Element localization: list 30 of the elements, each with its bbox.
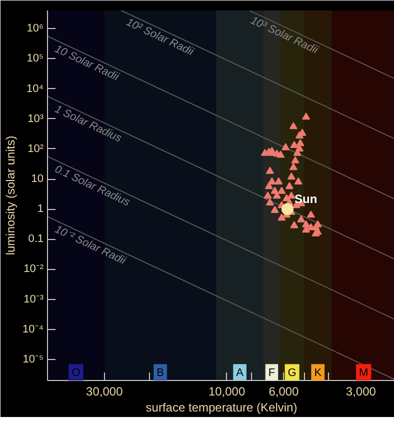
- text: 10⁻² Solar Radii: [52, 224, 128, 268]
- band-label: A: [236, 367, 244, 380]
- y-tick-label: 10⁶: [26, 22, 44, 35]
- text: 10³ Solar Radii: [248, 14, 320, 57]
- y-axis-title: luminosity (solar units): [4, 136, 18, 256]
- x-tick-label: 10,000: [208, 384, 246, 398]
- band-label: M: [359, 367, 368, 380]
- x-axis-title: surface temperature (Kelvin): [146, 400, 298, 414]
- series-label: Sun: [294, 192, 318, 206]
- y-tick-label: 10⁻⁵: [22, 353, 44, 366]
- band-label: B: [156, 367, 164, 380]
- text: 10² Solar Radii: [124, 16, 196, 58]
- y-tick-label: 10⁻³: [24, 293, 44, 306]
- x-tick-label: 30,000: [86, 384, 124, 398]
- y-tick-label: 10⁵: [26, 52, 44, 65]
- y-tick-label: 0.1: [28, 233, 44, 246]
- y-tick-label: 10⁴: [26, 82, 44, 95]
- band-label: F: [268, 367, 276, 380]
- y-tick-label: 10²: [28, 142, 44, 155]
- text: 10 Solar Radii: [52, 43, 121, 84]
- band-label: G: [288, 367, 296, 380]
- band-label: O: [72, 367, 81, 380]
- y-tick-label: 10⁻²: [24, 263, 44, 276]
- y-tick-label: 10³: [28, 112, 44, 125]
- y-tick-label: 10⁻⁴: [22, 323, 44, 336]
- y-tick-label: 10: [31, 173, 44, 186]
- band-label: K: [314, 367, 322, 380]
- x-tick-label: 6,000: [268, 384, 300, 398]
- x-tick-label: 3,000: [346, 384, 376, 398]
- y-tick-label: 1: [37, 203, 44, 216]
